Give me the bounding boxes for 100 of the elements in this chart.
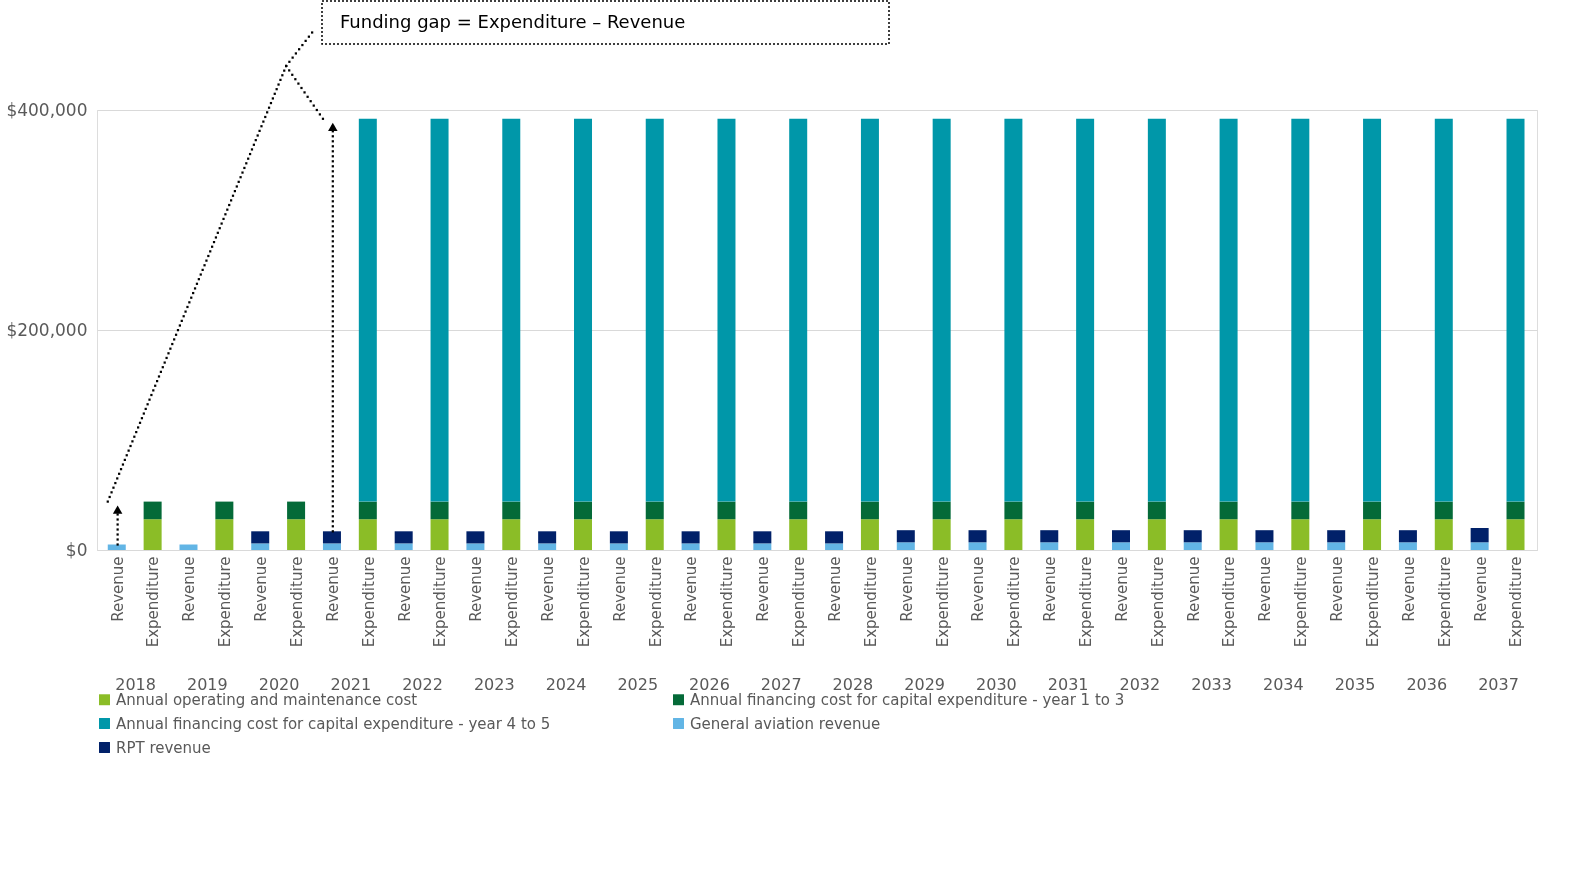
bar bbox=[1291, 501, 1310, 520]
text: 2036 bbox=[1406, 675, 1448, 694]
bar bbox=[932, 519, 951, 550]
x-tick-label: Revenue bbox=[969, 556, 988, 622]
bar bbox=[1255, 542, 1274, 550]
bar bbox=[143, 519, 162, 550]
bar bbox=[1004, 519, 1023, 550]
bar bbox=[251, 531, 270, 544]
bar bbox=[860, 501, 879, 520]
bar bbox=[717, 501, 736, 520]
x-tick-label: Revenue bbox=[610, 556, 629, 622]
bar bbox=[358, 118, 377, 502]
bar bbox=[1111, 530, 1130, 543]
x-tick-label: Expenditure bbox=[933, 556, 952, 648]
legend-label: RPT revenue bbox=[116, 738, 211, 757]
bar bbox=[1219, 519, 1238, 550]
bar bbox=[1219, 501, 1238, 520]
bar bbox=[466, 531, 485, 544]
x-tick-label: Revenue bbox=[539, 556, 558, 622]
y-tick-label: $0 bbox=[65, 539, 88, 560]
bar bbox=[502, 519, 521, 550]
x-tick-label: Revenue bbox=[252, 556, 271, 622]
bar bbox=[394, 531, 413, 544]
bar bbox=[1076, 118, 1095, 502]
bar bbox=[1470, 528, 1489, 543]
x-tick-label: Expenditure bbox=[646, 556, 665, 648]
bar bbox=[215, 501, 234, 520]
bar bbox=[1004, 501, 1023, 520]
bar bbox=[1434, 519, 1453, 550]
bar bbox=[1111, 542, 1130, 550]
x-tick-label: Revenue bbox=[323, 556, 342, 622]
x-tick-label: Revenue bbox=[897, 556, 916, 622]
x-tick-label: Expenditure bbox=[1292, 556, 1311, 648]
x-tick-label: Expenditure bbox=[1507, 556, 1526, 648]
bar bbox=[179, 544, 198, 550]
bar bbox=[1147, 501, 1166, 520]
bar bbox=[1398, 542, 1417, 550]
x-tick-label: Revenue bbox=[1399, 556, 1418, 622]
x-tick-label: Expenditure bbox=[861, 556, 880, 648]
bar bbox=[1183, 530, 1202, 543]
x-tick-label: Revenue bbox=[1184, 556, 1203, 622]
bar bbox=[430, 501, 449, 520]
bar bbox=[287, 519, 306, 550]
bar bbox=[825, 543, 844, 550]
bar bbox=[1506, 118, 1525, 502]
x-tick-label: Revenue bbox=[467, 556, 486, 622]
bar bbox=[1291, 519, 1310, 550]
bar bbox=[645, 519, 664, 550]
x-tick-label: Revenue bbox=[1112, 556, 1131, 622]
bar bbox=[609, 531, 628, 544]
bar bbox=[789, 519, 808, 550]
bar bbox=[1040, 530, 1059, 543]
text: Funding gap = Expenditure – Revenue bbox=[340, 10, 686, 32]
x-tick-label: Expenditure bbox=[144, 556, 163, 648]
bar bbox=[358, 501, 377, 520]
bar bbox=[430, 519, 449, 550]
x-tick-label: Expenditure bbox=[1005, 556, 1024, 648]
bar bbox=[1219, 118, 1238, 502]
bar bbox=[251, 543, 270, 550]
bar bbox=[574, 519, 593, 550]
bar bbox=[358, 519, 377, 550]
bar bbox=[860, 118, 879, 502]
bar bbox=[609, 543, 628, 550]
x-tick-label: Expenditure bbox=[1148, 556, 1167, 648]
bar bbox=[1327, 542, 1346, 550]
x-tick-label: Revenue bbox=[754, 556, 773, 622]
bar bbox=[1076, 501, 1095, 520]
bar bbox=[753, 543, 772, 550]
x-tick-label: Expenditure bbox=[1076, 556, 1095, 648]
text: 2037 bbox=[1478, 675, 1519, 694]
bar bbox=[825, 531, 844, 544]
bar bbox=[717, 519, 736, 550]
bar bbox=[789, 118, 808, 502]
bar bbox=[1291, 118, 1310, 502]
x-tick-label: Expenditure bbox=[718, 556, 737, 648]
legend-label: General aviation revenue bbox=[690, 714, 881, 733]
bar bbox=[968, 542, 987, 550]
bar bbox=[1363, 118, 1382, 502]
x-tick-label: Revenue bbox=[180, 556, 199, 622]
bar bbox=[430, 118, 449, 502]
x-tick-label: Revenue bbox=[1256, 556, 1275, 622]
bar bbox=[1363, 501, 1382, 520]
x-tick-label: Expenditure bbox=[1363, 556, 1382, 648]
bar bbox=[860, 519, 879, 550]
y-tick-label: $400,000 bbox=[6, 99, 88, 120]
bar bbox=[502, 501, 521, 520]
x-tick-label: Expenditure bbox=[216, 556, 235, 648]
bar bbox=[1147, 519, 1166, 550]
bar bbox=[538, 543, 557, 550]
x-tick-label: Revenue bbox=[1471, 556, 1490, 622]
bar bbox=[932, 118, 951, 502]
bar bbox=[574, 118, 593, 502]
bar bbox=[717, 118, 736, 502]
y-tick-label: $200,000 bbox=[6, 319, 88, 340]
x-tick-label: Expenditure bbox=[1220, 556, 1239, 648]
bar bbox=[1327, 530, 1346, 543]
bar bbox=[896, 530, 915, 543]
bar bbox=[322, 531, 341, 544]
x-tick-label: Expenditure bbox=[1435, 556, 1454, 648]
bar bbox=[1506, 501, 1525, 520]
